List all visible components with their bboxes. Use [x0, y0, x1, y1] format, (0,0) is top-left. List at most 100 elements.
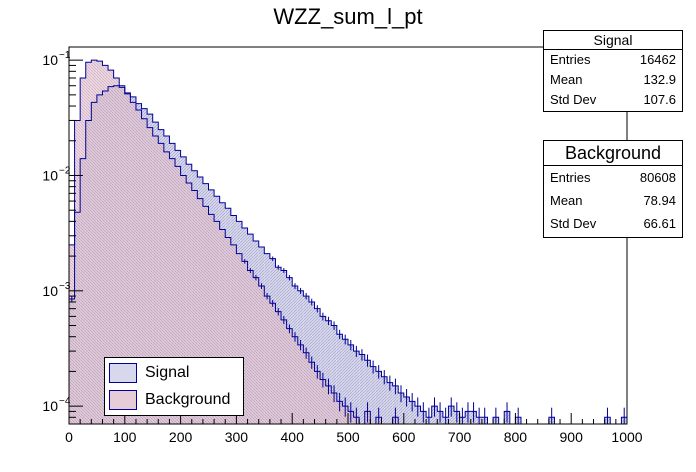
signal-stats-title: Signal [544, 31, 682, 50]
bin-background [308, 362, 315, 424]
bin-background [113, 78, 120, 424]
mean-label: Mean [550, 193, 583, 208]
bin-background [85, 62, 92, 424]
y-tick-label: 10 [42, 283, 58, 299]
bin-background [303, 352, 309, 424]
bin-background [96, 61, 103, 425]
entries-label: Entries [550, 52, 591, 67]
bin-signal [348, 344, 354, 424]
bin-background [69, 244, 75, 424]
legend-swatch-background [109, 390, 137, 410]
bin-signal [353, 351, 360, 424]
legend-entry-signal: Signal [109, 362, 189, 384]
mean-label: Mean [550, 72, 583, 87]
bin-signal [409, 401, 415, 424]
std-label: Std Dev [550, 92, 597, 107]
bin-signal [331, 325, 337, 424]
x-tick-label: 800 [504, 429, 528, 445]
bin-background [202, 206, 209, 424]
bin-background [258, 286, 265, 424]
bin-background [225, 237, 231, 424]
bin-background [292, 336, 298, 424]
bin-background [253, 277, 259, 424]
bin-signal [364, 360, 371, 424]
bin-background [275, 311, 282, 424]
signal-std-row: Std Dev 107.6 [544, 90, 682, 110]
bin-background [147, 127, 153, 425]
std-label: Std Dev [550, 216, 597, 231]
y-tick-label: 10 [42, 398, 58, 414]
bin-background [314, 371, 321, 424]
y-tick-exponent: −4 [59, 396, 71, 407]
bin-signal [325, 320, 332, 424]
bin-background [124, 93, 131, 425]
bin-signal [375, 371, 382, 424]
bin-background [197, 198, 203, 424]
x-tick-label: 0 [65, 429, 73, 445]
bin-background [158, 143, 164, 424]
entries-label: Entries [550, 170, 591, 185]
legend-entry-background: Background [109, 389, 230, 411]
bin-background [286, 328, 293, 424]
bin-background [102, 65, 109, 425]
bin-signal [398, 392, 404, 424]
x-tick-label: 900 [560, 429, 584, 445]
y-tick-label: 10 [42, 52, 58, 68]
background-mean-row: Mean 78.94 [544, 189, 682, 212]
bin-background [169, 158, 176, 424]
bin-background [108, 70, 114, 424]
bin-signal [359, 354, 365, 424]
bin-background [214, 221, 220, 424]
signal-entries-row: Entries 16462 [544, 50, 682, 70]
bin-background [230, 244, 237, 424]
bin-background [269, 303, 276, 424]
mean-value: 78.94 [643, 193, 676, 208]
x-tick-label: 1000 [611, 429, 642, 445]
series-background [69, 60, 399, 425]
bin-signal [403, 397, 410, 424]
bin-signal [387, 382, 393, 424]
bin-background [163, 151, 170, 424]
bin-background [135, 109, 142, 424]
bin-background [331, 392, 337, 424]
bin-background [80, 78, 86, 424]
bin-background [236, 253, 242, 424]
entries-value: 16462 [639, 52, 676, 67]
background-stats-box: Background Entries 80608 Mean 78.94 Std … [543, 140, 683, 238]
x-tick-label: 600 [392, 429, 416, 445]
bin-background [320, 379, 326, 424]
bin-background [74, 120, 81, 424]
bin-signal [370, 366, 376, 424]
bin-background [241, 261, 248, 424]
bin-background [336, 401, 343, 424]
x-tick-label: 200 [169, 429, 193, 445]
bin-background [175, 166, 181, 424]
bin-signal [320, 316, 326, 424]
bin-background [281, 319, 287, 424]
entries-value: 80608 [639, 170, 676, 185]
bin-signal [392, 385, 399, 424]
std-value: 107.6 [643, 92, 676, 107]
background-entries-row: Entries 80608 [544, 166, 682, 189]
x-tick-label: 300 [225, 429, 249, 445]
std-value: 66.61 [643, 216, 676, 231]
bin-background [208, 214, 215, 424]
bin-background [191, 190, 198, 424]
background-std-row: Std Dev 66.61 [544, 212, 682, 235]
background-stats-title: Background [544, 141, 682, 166]
bin-signal [381, 376, 388, 424]
x-tick-label: 500 [336, 429, 360, 445]
y-tick-exponent: −3 [59, 281, 71, 292]
legend: Signal Background [104, 357, 244, 416]
mean-value: 132.9 [643, 72, 676, 87]
x-tick-label: 700 [448, 429, 472, 445]
y-tick-exponent: −2 [59, 165, 71, 176]
bin-background [219, 229, 226, 424]
legend-label-signal: Signal [145, 364, 190, 381]
y-tick-exponent: −1 [59, 50, 71, 61]
bin-background [325, 385, 332, 424]
y-tick-label: 10 [42, 167, 58, 183]
bin-background [247, 270, 254, 424]
x-tick-label: 100 [113, 429, 137, 445]
